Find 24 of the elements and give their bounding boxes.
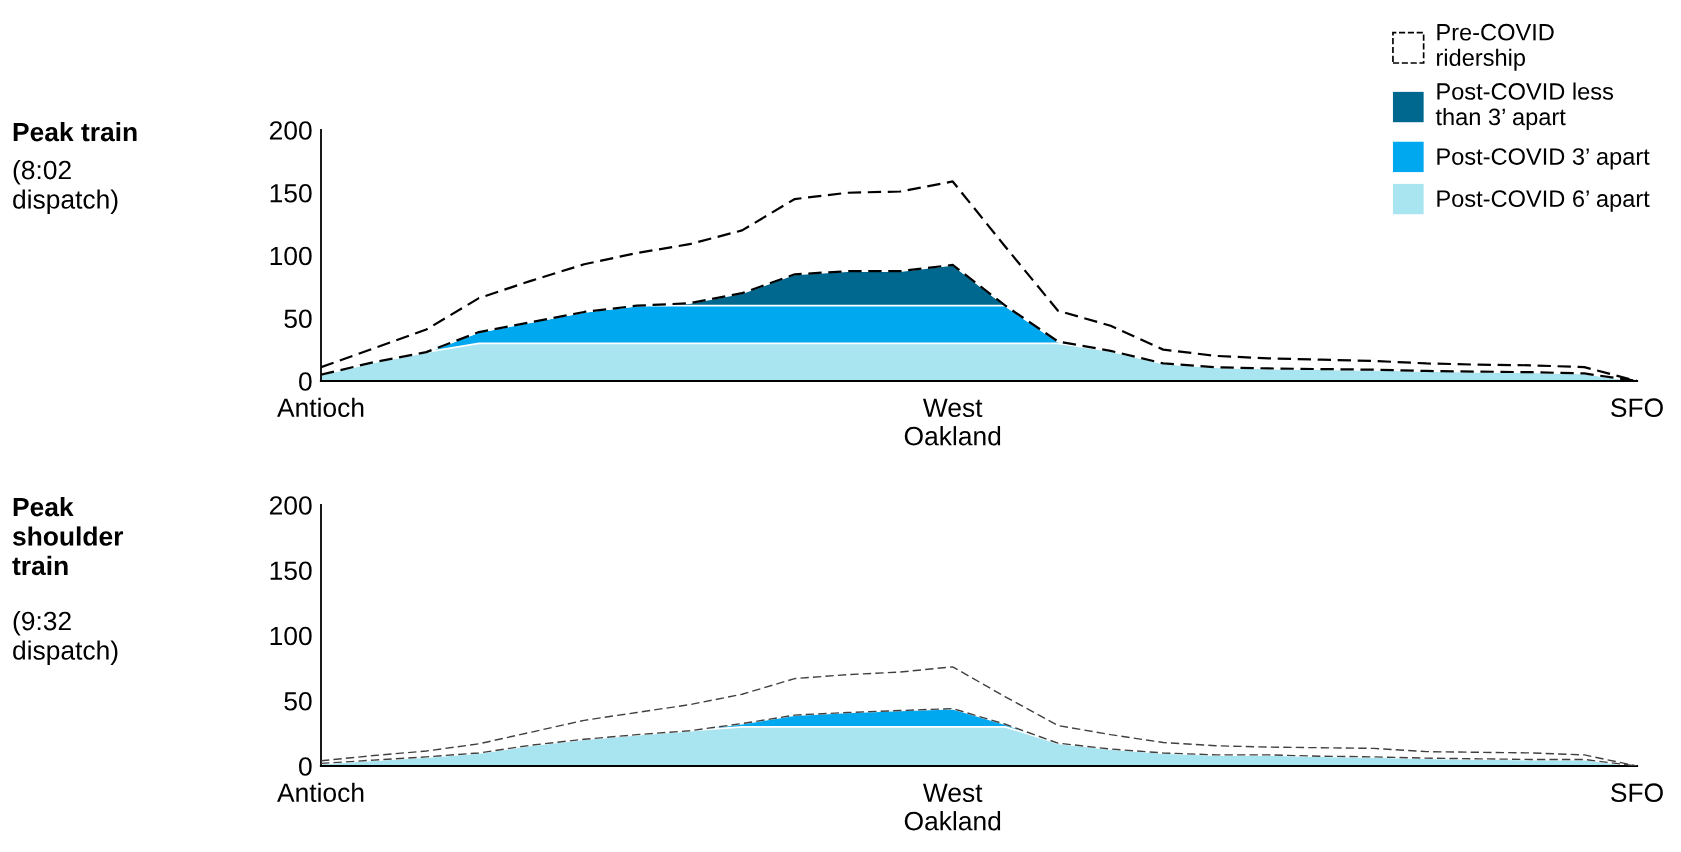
y-tick-label: 100 bbox=[270, 246, 312, 266]
text: (9:32 dispatch) bbox=[13, 611, 118, 665]
x-tick-label: Antioch bbox=[277, 397, 364, 418]
y-tick-label: 150 bbox=[270, 561, 312, 581]
y-tick-label: 150 bbox=[270, 183, 312, 203]
x-tick-label: West Oakland bbox=[904, 398, 1001, 446]
legend-label: Post-COVID 3’ apart bbox=[1437, 148, 1650, 170]
y-tick-label: 50 bbox=[284, 691, 312, 711]
y-tick-label: 100 bbox=[270, 626, 312, 646]
text: Peak train bbox=[13, 122, 137, 142]
legend-label: Post-COVID less than 3’ apart bbox=[1435, 82, 1614, 130]
text: Peak shoulder train bbox=[12, 497, 124, 576]
legend-label: Post-COVID 6’ apart bbox=[1437, 190, 1650, 212]
x-tick-label: SFO bbox=[1611, 783, 1663, 803]
x-tick-label: Antioch bbox=[277, 782, 364, 803]
y-tick-label: 200 bbox=[269, 121, 312, 140]
legend-label: Pre-COVID ridership bbox=[1437, 23, 1554, 71]
y-tick-label: 50 bbox=[284, 309, 312, 329]
y-tick-label: 0 bbox=[299, 757, 312, 776]
x-tick-label: West Oakland bbox=[904, 783, 1001, 831]
y-tick-label: 0 bbox=[299, 372, 312, 391]
x-tick-label: SFO bbox=[1611, 398, 1663, 418]
text: (8:02 dispatch) bbox=[13, 160, 118, 214]
y-tick-label: 200 bbox=[269, 496, 312, 515]
